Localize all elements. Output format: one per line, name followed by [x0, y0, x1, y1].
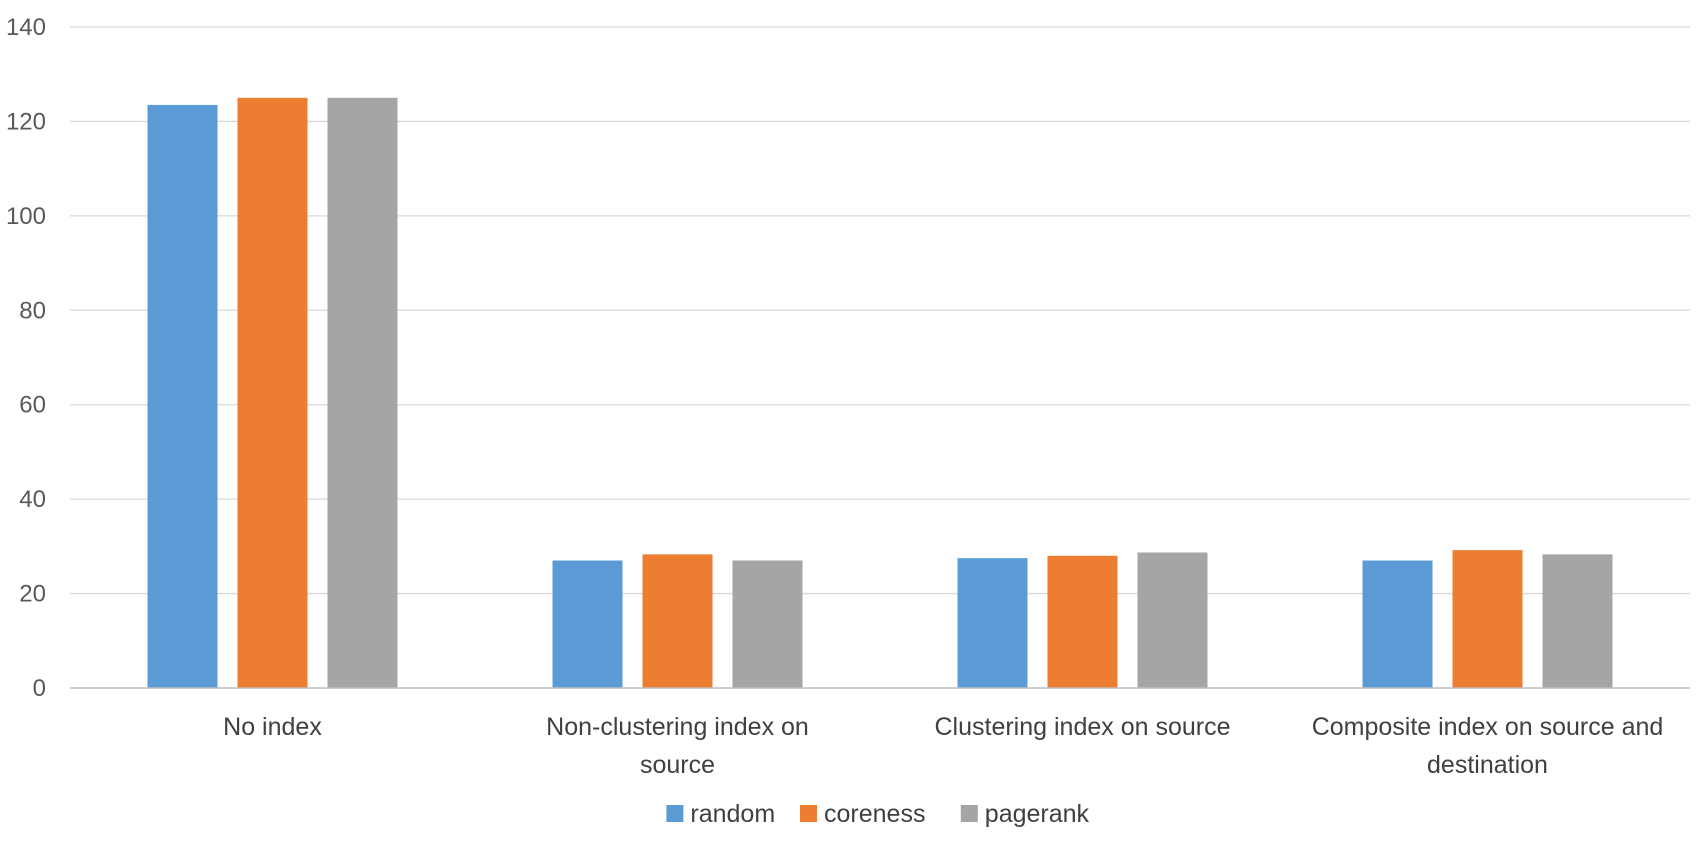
- bar-coreness: [1452, 550, 1523, 688]
- legend-label-coreness: coreness: [824, 800, 925, 828]
- bar-coreness: [642, 554, 713, 688]
- bar-coreness: [237, 97, 308, 689]
- legend-swatch-coreness: [800, 805, 817, 822]
- y-tick-label: 140: [6, 14, 46, 41]
- x-category-label: No index: [223, 713, 322, 741]
- y-tick-label: 100: [6, 203, 46, 230]
- legend-label-pagerank: pagerank: [985, 800, 1090, 828]
- bars: [147, 97, 1613, 689]
- legend-label-random: random: [690, 800, 775, 828]
- y-tick-label: 80: [19, 297, 46, 324]
- bar-pagerank: [327, 97, 398, 689]
- y-tick-label: 120: [6, 108, 46, 135]
- x-category-label: Clustering index on source: [935, 713, 1231, 741]
- bar-pagerank: [732, 560, 803, 688]
- y-tick-label: 0: [33, 675, 46, 702]
- y-tick-label: 40: [19, 486, 46, 513]
- legend: random coreness pagerank: [666, 800, 1090, 828]
- x-category-label: Non-clustering index on source: [546, 713, 809, 779]
- legend-swatch-random: [666, 805, 684, 822]
- bar-random: [1362, 560, 1433, 688]
- bar-pagerank: [1542, 554, 1613, 688]
- bar-pagerank: [1137, 552, 1208, 688]
- bar-random: [957, 558, 1028, 688]
- legend-swatch-pagerank: [960, 805, 978, 822]
- x-category-label: Composite index on source and destination: [1312, 713, 1664, 779]
- y-tick-label: 60: [19, 392, 46, 419]
- bar-random: [552, 560, 623, 688]
- y-axis-ticks: 0 20 40 60 80 100 120 140: [6, 14, 46, 702]
- bar-random: [147, 104, 218, 689]
- y-tick-label: 20: [19, 581, 46, 608]
- gridlines: [70, 26, 1690, 595]
- bar-coreness: [1047, 555, 1118, 688]
- x-axis-categories: No index Non-clustering index on source Clu…: [223, 713, 1663, 779]
